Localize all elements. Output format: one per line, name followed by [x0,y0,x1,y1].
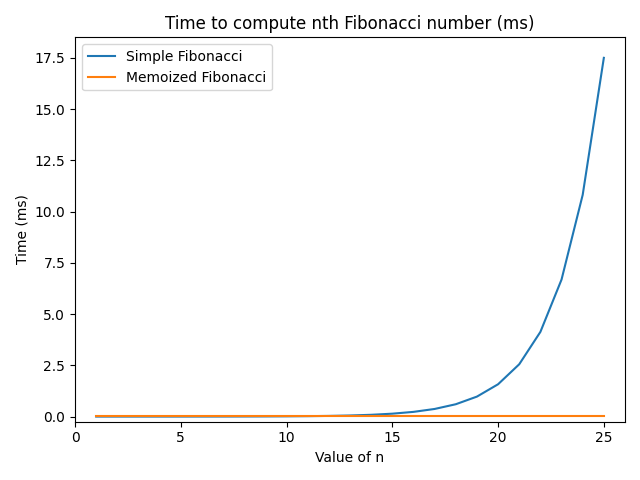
Memoized Fibonacci [536,413,544,419]
Simple Fibonacci [156,414,163,420]
Simple Fibonacci [515,361,523,367]
Simple Fibonacci [198,414,206,420]
Simple Fibonacci [92,414,100,420]
Memoized Fibonacci [134,413,142,419]
Simple Fibonacci [177,414,184,420]
Memoized Fibonacci [388,413,396,419]
Memoized Fibonacci [177,413,184,419]
Simple Fibonacci [473,394,481,399]
Memoized Fibonacci [600,413,608,419]
Memoized Fibonacci [241,413,248,419]
Memoized Fibonacci [431,413,438,419]
Simple Fibonacci [579,192,586,198]
Simple Fibonacci [536,329,544,335]
Simple Fibonacci [367,412,375,418]
Memoized Fibonacci [283,413,291,419]
Simple Fibonacci [283,413,291,419]
Memoized Fibonacci [304,413,312,419]
X-axis label: Value of n: Value of n [316,451,385,465]
Simple Fibonacci [262,414,269,420]
Title: Time to compute nth Fibonacci number (ms): Time to compute nth Fibonacci number (ms… [165,15,535,33]
Memoized Fibonacci [494,413,502,419]
Memoized Fibonacci [220,413,227,419]
Memoized Fibonacci [557,413,565,419]
Y-axis label: Time (ms): Time (ms) [15,194,29,264]
Simple Fibonacci [557,276,565,282]
Simple Fibonacci [431,406,438,412]
Simple Fibonacci [134,414,142,420]
Memoized Fibonacci [367,413,375,419]
Simple Fibonacci [113,414,121,420]
Memoized Fibonacci [156,413,163,419]
Memoized Fibonacci [452,413,460,419]
Simple Fibonacci [388,411,396,417]
Simple Fibonacci [452,401,460,407]
Simple Fibonacci [241,414,248,420]
Simple Fibonacci [346,413,354,419]
Simple Fibonacci [494,382,502,387]
Memoized Fibonacci [579,413,586,419]
Memoized Fibonacci [346,413,354,419]
Memoized Fibonacci [515,413,523,419]
Legend: Simple Fibonacci, Memoized Fibonacci: Simple Fibonacci, Memoized Fibonacci [82,44,272,90]
Simple Fibonacci [600,55,608,60]
Memoized Fibonacci [92,413,100,419]
Simple Fibonacci [410,409,417,415]
Line: Simple Fibonacci: Simple Fibonacci [96,58,604,417]
Memoized Fibonacci [262,413,269,419]
Simple Fibonacci [220,414,227,420]
Memoized Fibonacci [325,413,333,419]
Simple Fibonacci [304,413,312,419]
Memoized Fibonacci [113,413,121,419]
Memoized Fibonacci [410,413,417,419]
Memoized Fibonacci [198,413,206,419]
Memoized Fibonacci [473,413,481,419]
Simple Fibonacci [325,413,333,419]
